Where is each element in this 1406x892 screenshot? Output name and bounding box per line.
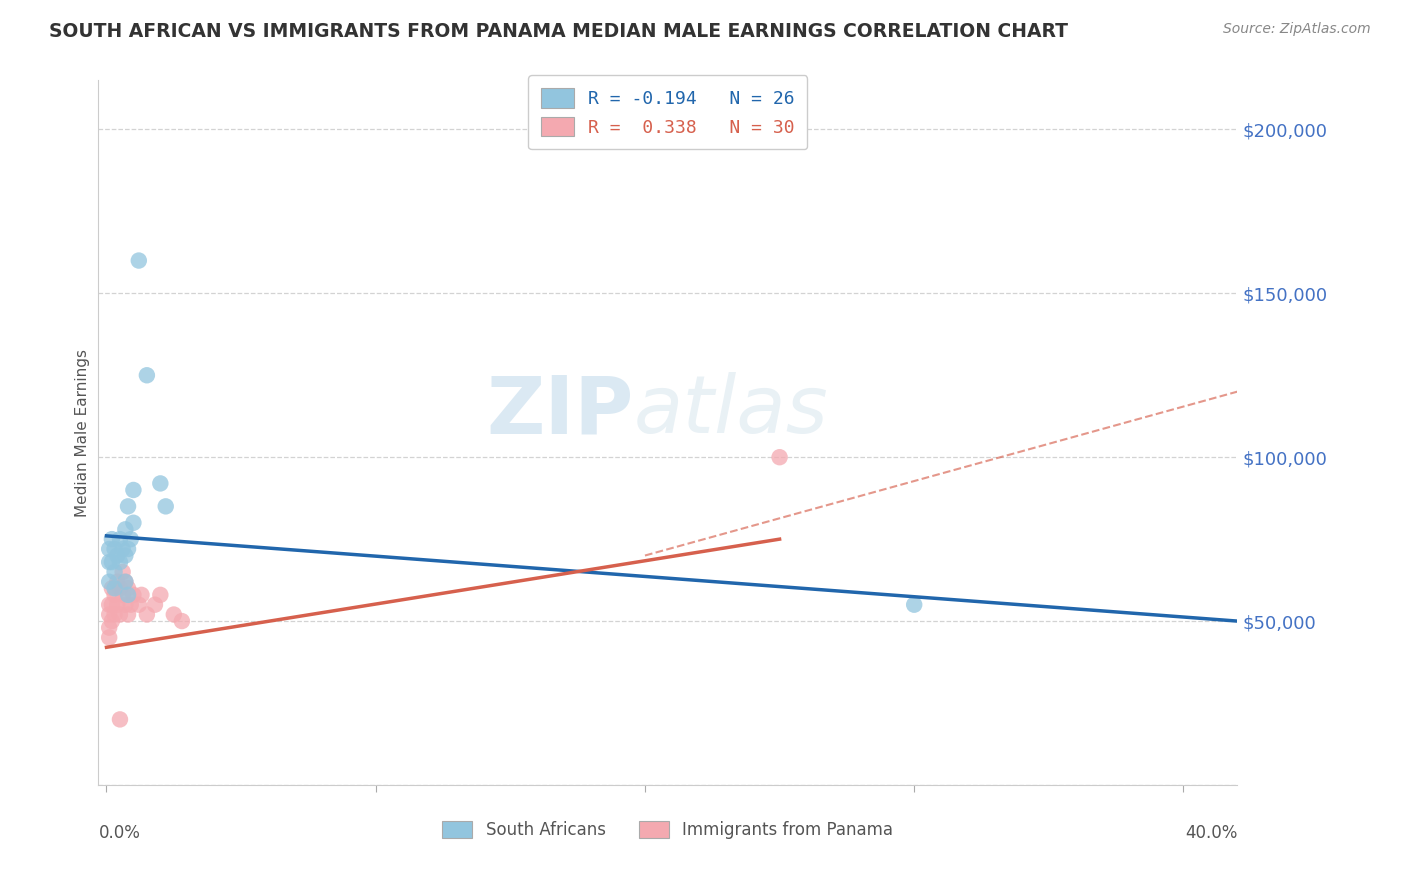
Point: [117, 588, 139, 602]
Point: [122, 516, 145, 530]
Point: [149, 476, 172, 491]
Point: [105, 549, 128, 563]
Point: [135, 607, 157, 622]
Point: [903, 598, 925, 612]
Point: [98, 541, 121, 556]
Point: [114, 522, 136, 536]
Point: [108, 582, 131, 596]
Point: [117, 500, 139, 514]
Point: [103, 607, 125, 622]
Point: [155, 500, 177, 514]
Point: [101, 555, 124, 569]
Y-axis label: Median Male Earnings: Median Male Earnings: [75, 349, 90, 516]
Point: [117, 582, 139, 596]
Point: [114, 574, 136, 589]
Point: [105, 598, 128, 612]
Point: [120, 532, 142, 546]
Point: [101, 532, 124, 546]
Point: [114, 598, 136, 612]
Text: 0.0%: 0.0%: [98, 823, 141, 842]
Point: [101, 582, 124, 596]
Point: [131, 588, 153, 602]
Point: [98, 598, 121, 612]
Point: [149, 588, 172, 602]
Point: [111, 541, 134, 556]
Point: [103, 541, 125, 556]
Point: [98, 555, 121, 569]
Text: 40.0%: 40.0%: [1185, 823, 1237, 842]
Point: [143, 598, 166, 612]
Point: [98, 607, 121, 622]
Text: SOUTH AFRICAN VS IMMIGRANTS FROM PANAMA MEDIAN MALE EARNINGS CORRELATION CHART: SOUTH AFRICAN VS IMMIGRANTS FROM PANAMA …: [49, 22, 1069, 41]
Point: [135, 368, 157, 383]
Point: [117, 607, 139, 622]
Point: [128, 253, 150, 268]
Point: [163, 607, 186, 622]
Point: [114, 574, 136, 589]
Point: [98, 574, 121, 589]
Point: [103, 582, 125, 596]
Point: [103, 565, 125, 579]
Point: [170, 614, 193, 628]
Point: [108, 532, 131, 546]
Point: [122, 483, 145, 497]
Point: [114, 549, 136, 563]
Point: [111, 565, 134, 579]
Point: [101, 598, 124, 612]
Text: ZIP: ZIP: [486, 373, 634, 450]
Legend: South Africans, Immigrants from Panama: South Africans, Immigrants from Panama: [434, 813, 901, 847]
Point: [108, 713, 131, 727]
Point: [120, 598, 142, 612]
Point: [101, 614, 124, 628]
Point: [108, 555, 131, 569]
Point: [103, 588, 125, 602]
Point: [105, 574, 128, 589]
Text: atlas: atlas: [634, 373, 828, 450]
Point: [117, 541, 139, 556]
Point: [128, 598, 150, 612]
Point: [111, 588, 134, 602]
Point: [98, 621, 121, 635]
Point: [768, 450, 790, 465]
Point: [122, 588, 145, 602]
Point: [98, 631, 121, 645]
Point: [108, 607, 131, 622]
Text: Source: ZipAtlas.com: Source: ZipAtlas.com: [1223, 22, 1371, 37]
